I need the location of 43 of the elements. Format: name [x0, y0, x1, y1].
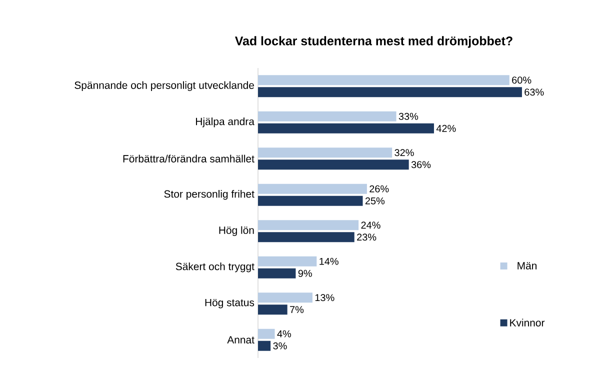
data-label: 36% — [411, 161, 431, 168]
chart-title: Vad lockar studenterna mest med drömjobbet? — [234, 36, 512, 48]
data-label: 63% — [524, 88, 544, 96]
y-tick-label: Stor personlig frihet — [164, 190, 254, 200]
data-label: 13% — [315, 294, 334, 302]
bar — [258, 304, 288, 315]
bar — [258, 256, 317, 266]
bar — [258, 328, 275, 339]
y-tick-label: Hjälpa andra — [196, 118, 254, 128]
data-label: 9% — [298, 270, 312, 277]
data-label: 24% — [361, 222, 380, 229]
y-tick-label: Hög status — [205, 298, 254, 308]
data-label: 60% — [512, 76, 532, 84]
bar — [258, 160, 409, 170]
data-label: 14% — [320, 258, 338, 265]
data-label: 25% — [365, 197, 385, 204]
bar — [258, 75, 510, 86]
bar — [258, 87, 522, 98]
legend-label: Kvinnor — [510, 318, 545, 326]
data-label: 42% — [436, 124, 456, 132]
bar — [258, 292, 312, 303]
data-label: 33% — [398, 112, 418, 120]
y-tick-label: Hög lön — [219, 226, 254, 236]
data-label: 3% — [273, 342, 287, 350]
y-tick-label: Säkert och tryggt — [176, 262, 254, 272]
data-label: 7% — [290, 306, 304, 314]
data-label: 26% — [370, 185, 389, 192]
y-tick-label: Spännande och personligt utvecklande — [74, 81, 254, 91]
bar — [258, 148, 392, 158]
data-label: 4% — [277, 330, 292, 338]
bar — [258, 268, 296, 278]
bar — [258, 220, 359, 230]
bar — [258, 123, 434, 134]
y-tick-label: Förbättra/förändra samhället — [123, 154, 254, 162]
bar — [258, 184, 367, 194]
bar — [258, 111, 396, 122]
bar — [258, 196, 363, 206]
data-label: 32% — [394, 149, 414, 156]
data-label: 23% — [357, 234, 376, 241]
y-tick-label: Annat — [227, 336, 254, 344]
legend-label: Män — [518, 262, 536, 270]
bar — [258, 232, 354, 242]
bar — [258, 340, 271, 351]
